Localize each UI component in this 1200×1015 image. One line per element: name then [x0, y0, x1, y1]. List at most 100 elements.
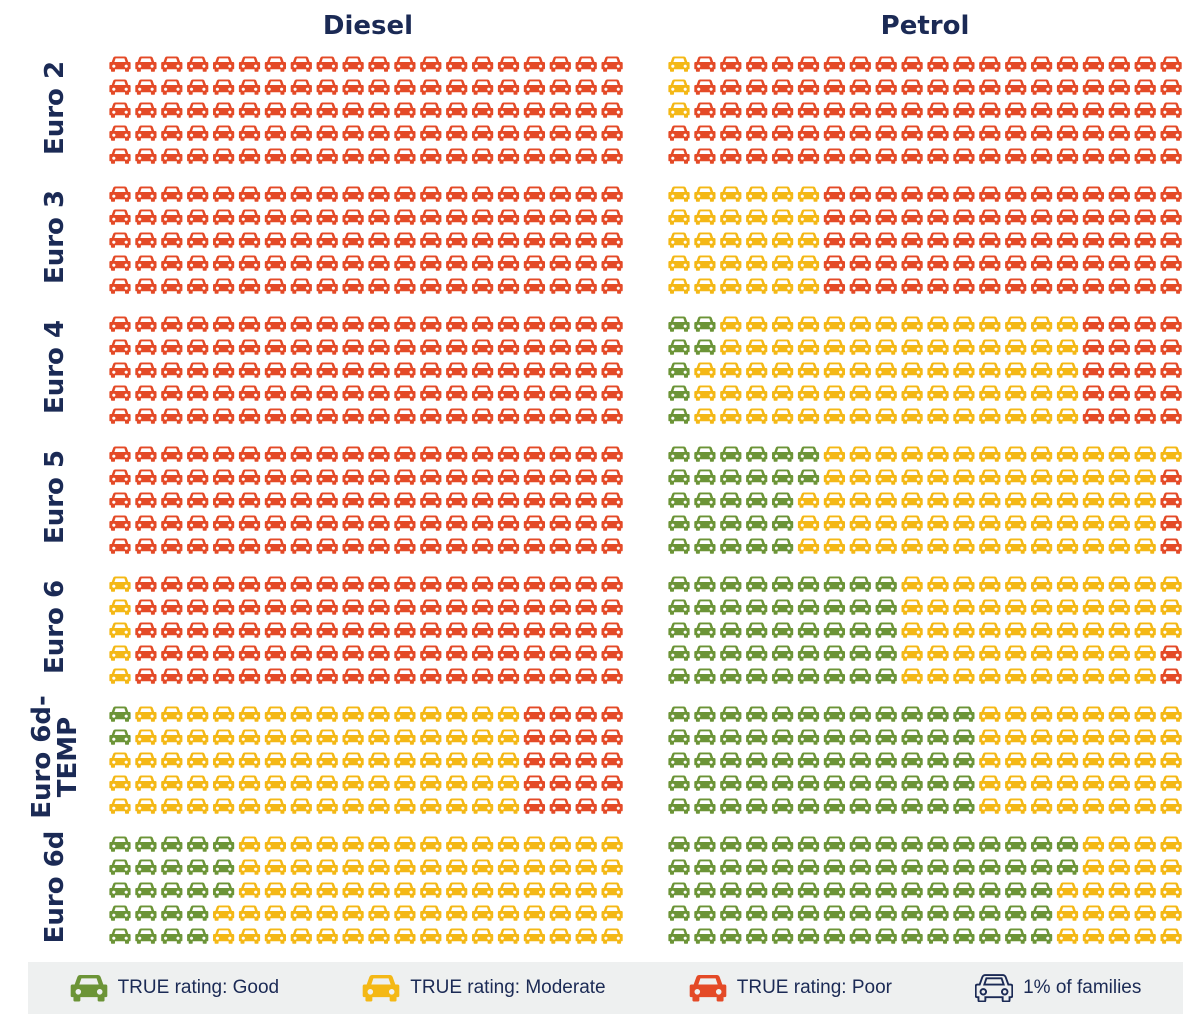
car-icon-poor: [472, 232, 494, 248]
car-icon-poor: [601, 599, 623, 615]
car-icon-poor: [1082, 408, 1104, 424]
car-icon-moderate: [668, 56, 690, 72]
car-icon-poor: [601, 469, 623, 485]
car-icon-moderate: [264, 775, 286, 791]
car-icon-poor: [161, 148, 183, 164]
car-icon-moderate: [523, 928, 545, 944]
car-icon-moderate: [746, 339, 768, 355]
car-icon-moderate: [1082, 859, 1104, 875]
car-icon-moderate: [1082, 905, 1104, 921]
car-icon-good: [772, 469, 794, 485]
car-icon-good: [720, 469, 742, 485]
car-icon-moderate: [979, 339, 1001, 355]
car-icon-poor: [1005, 232, 1027, 248]
car-icon-good: [772, 538, 794, 554]
car-icon-moderate: [720, 186, 742, 202]
car-icon-poor: [109, 125, 131, 141]
car-icon-moderate: [901, 622, 923, 638]
car-icon-moderate: [290, 859, 312, 875]
car-icon-good: [668, 408, 690, 424]
car-icon-moderate: [213, 928, 235, 944]
car-icon-poor: [601, 752, 623, 768]
car-icon-poor: [875, 209, 897, 225]
car-icon-poor: [746, 102, 768, 118]
car-icon-poor: [497, 316, 520, 332]
car-icon-poor: [446, 362, 468, 378]
car-icon-poor: [497, 232, 520, 248]
car-icon-poor: [290, 125, 312, 141]
car-icon-moderate: [264, 905, 286, 921]
car-icon-poor: [1108, 56, 1130, 72]
column-title-petrol: Petrol: [880, 11, 970, 41]
car-icon-moderate: [694, 362, 716, 378]
car-icon-poor: [238, 56, 261, 72]
car-icon-poor: [290, 255, 312, 271]
car-icon-moderate: [901, 446, 923, 462]
car-icon-good: [694, 622, 716, 638]
car-icon-poor: [497, 668, 520, 684]
car-icon-poor: [575, 278, 597, 294]
car-icon-moderate: [1056, 775, 1079, 791]
car-icon-moderate: [290, 836, 312, 852]
car-icon-moderate: [342, 706, 364, 722]
car-icon-poor: [368, 576, 390, 592]
car-icon-moderate: [1134, 775, 1156, 791]
car-icon-moderate: [238, 882, 261, 898]
car-icon-poor: [394, 255, 416, 271]
car-icon-poor: [187, 56, 209, 72]
car-icon-poor: [694, 79, 716, 95]
car-icon-poor: [161, 576, 183, 592]
car-icon-poor: [420, 385, 442, 401]
waffle-petrol-euro-6: [668, 576, 1182, 684]
car-icon-moderate: [1005, 515, 1027, 531]
car-icon-poor: [316, 102, 338, 118]
car-icon-moderate: [1031, 339, 1053, 355]
car-icon-good: [953, 905, 975, 921]
car-icon-poor: [135, 446, 157, 462]
car-icon-poor: [601, 232, 623, 248]
car-icon-good: [746, 882, 768, 898]
car-icon-good: [772, 859, 794, 875]
car-icon-poor: [420, 255, 442, 271]
car-icon-moderate: [213, 729, 235, 745]
car-icon-poor: [290, 622, 312, 638]
car-icon-good: [746, 752, 768, 768]
car-icon-good: [668, 882, 690, 898]
car-icon-poor: [575, 385, 597, 401]
car-icon-poor: [497, 186, 520, 202]
car-icon-poor: [109, 209, 131, 225]
car-icon-poor: [601, 729, 623, 745]
car-icon-good: [1056, 836, 1079, 852]
car-icon-moderate: [1056, 408, 1079, 424]
car-icon-moderate: [953, 316, 975, 332]
car-icon-poor: [213, 599, 235, 615]
car-icon-good: [668, 339, 690, 355]
car-icon-poor: [264, 339, 286, 355]
car-icon-moderate: [1056, 469, 1079, 485]
car-icon-poor: [523, 622, 545, 638]
car-icon-poor: [135, 492, 157, 508]
car-icon-moderate: [523, 836, 545, 852]
car-icon-moderate: [1082, 775, 1104, 791]
car-icon-poor: [135, 622, 157, 638]
car-icon-moderate: [1082, 599, 1104, 615]
car-icon-good: [720, 492, 742, 508]
car-icon-poor: [238, 186, 261, 202]
car-icon-good: [772, 515, 794, 531]
car-icon-moderate: [601, 905, 623, 921]
waffle-diesel-euro-6d: [109, 836, 623, 944]
car-icon-poor: [849, 278, 871, 294]
car-icon-moderate: [368, 882, 390, 898]
car-icon-moderate: [849, 385, 871, 401]
car-icon-poor: [849, 209, 871, 225]
car-icon-moderate: [1134, 905, 1156, 921]
car-icon-moderate: [1134, 492, 1156, 508]
car-icon-moderate: [368, 775, 390, 791]
car-icon-poor: [472, 79, 494, 95]
car-icon-poor: [472, 148, 494, 164]
car-icon-poor: [823, 255, 845, 271]
car-icon-poor: [1108, 255, 1130, 271]
car-icon-good: [135, 928, 157, 944]
car-icon-good: [161, 836, 183, 852]
car-icon-poor: [342, 56, 364, 72]
